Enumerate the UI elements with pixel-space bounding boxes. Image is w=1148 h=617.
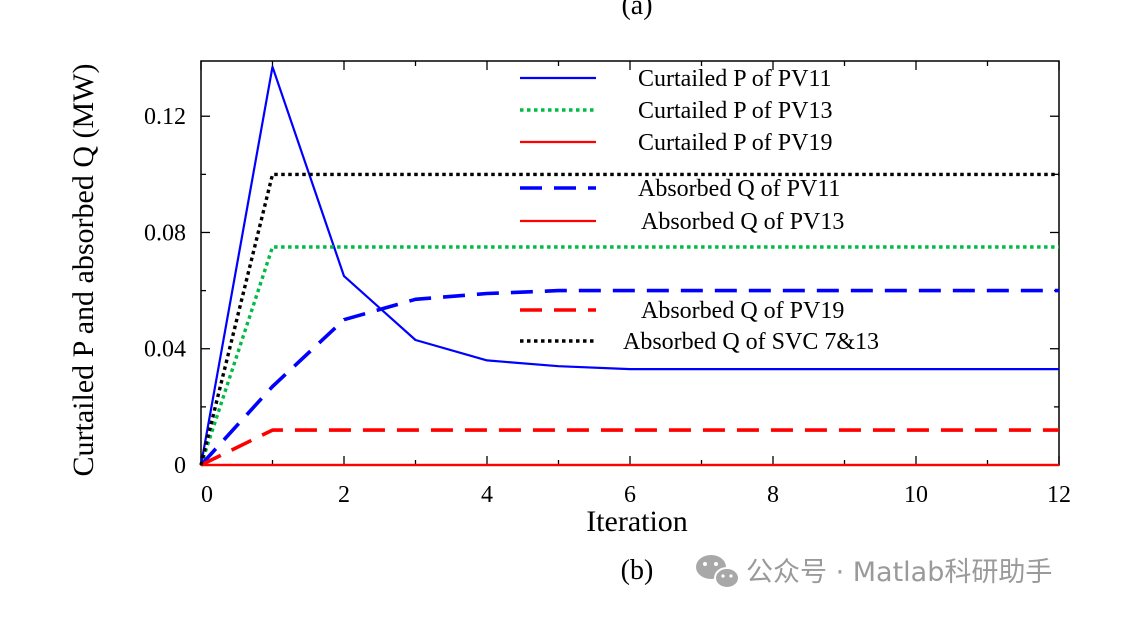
legend-label: Absorbed Q of PV19 [641,298,844,324]
series-line-curtailed-p-of-pv11 [199,65,1059,466]
x-tick-label: 2 [338,482,350,508]
x-tick-label: 10 [904,482,928,508]
watermark: 公众号 · Matlab科研助手 [696,555,1052,589]
series-line-absorbed-q-of-pv19 [200,428,1059,467]
legend-label: Curtailed P of PV13 [638,98,832,124]
legend: Curtailed P of PV11 Curtailed P of PV13 Cu… [520,66,879,355]
x-tick-labels: 0 2 4 6 8 10 12 [201,482,1071,508]
x-tick-label: 8 [767,482,779,508]
y-axis-title: Curtailed P and absorbed Q (MW) [67,64,100,477]
series-line-absorbed-q-of-svc-7-13 [199,172,1059,466]
axis-ticks [200,61,1060,466]
x-tick-label: 0 [201,482,213,508]
legend-label: Curtailed P of PV11 [638,66,832,92]
legend-label: Curtailed P of PV19 [638,130,832,156]
y-tick-label: 0.12 [144,104,186,130]
series-line-absorbed-q-of-pv11 [199,288,1059,467]
y-tick-label: 0.04 [144,337,186,363]
watermark-text: 公众号 · Matlab科研助手 [746,557,1052,588]
y-tick-label: 0 [174,453,186,479]
series-line-curtailed-p-of-pv13 [199,245,1059,466]
top-panel-label: (a) [621,0,652,21]
x-tick-label: 6 [624,482,636,508]
x-axis-title: Iteration [586,505,688,538]
panel-label: (b) [621,555,654,586]
wechat-icon [696,555,740,589]
legend-label: Absorbed Q of SVC 7&13 [623,329,879,355]
y-tick-label: 0.08 [144,220,186,246]
x-tick-label: 12 [1047,482,1071,508]
legend-label: Absorbed Q of PV11 [638,176,840,202]
series-lines [199,65,1059,467]
legend-label: Absorbed Q of PV13 [641,209,844,235]
plot-frame [200,60,1060,466]
x-tick-label: 4 [481,482,493,508]
y-tick-labels: 0 0.04 0.08 0.12 [144,104,186,479]
